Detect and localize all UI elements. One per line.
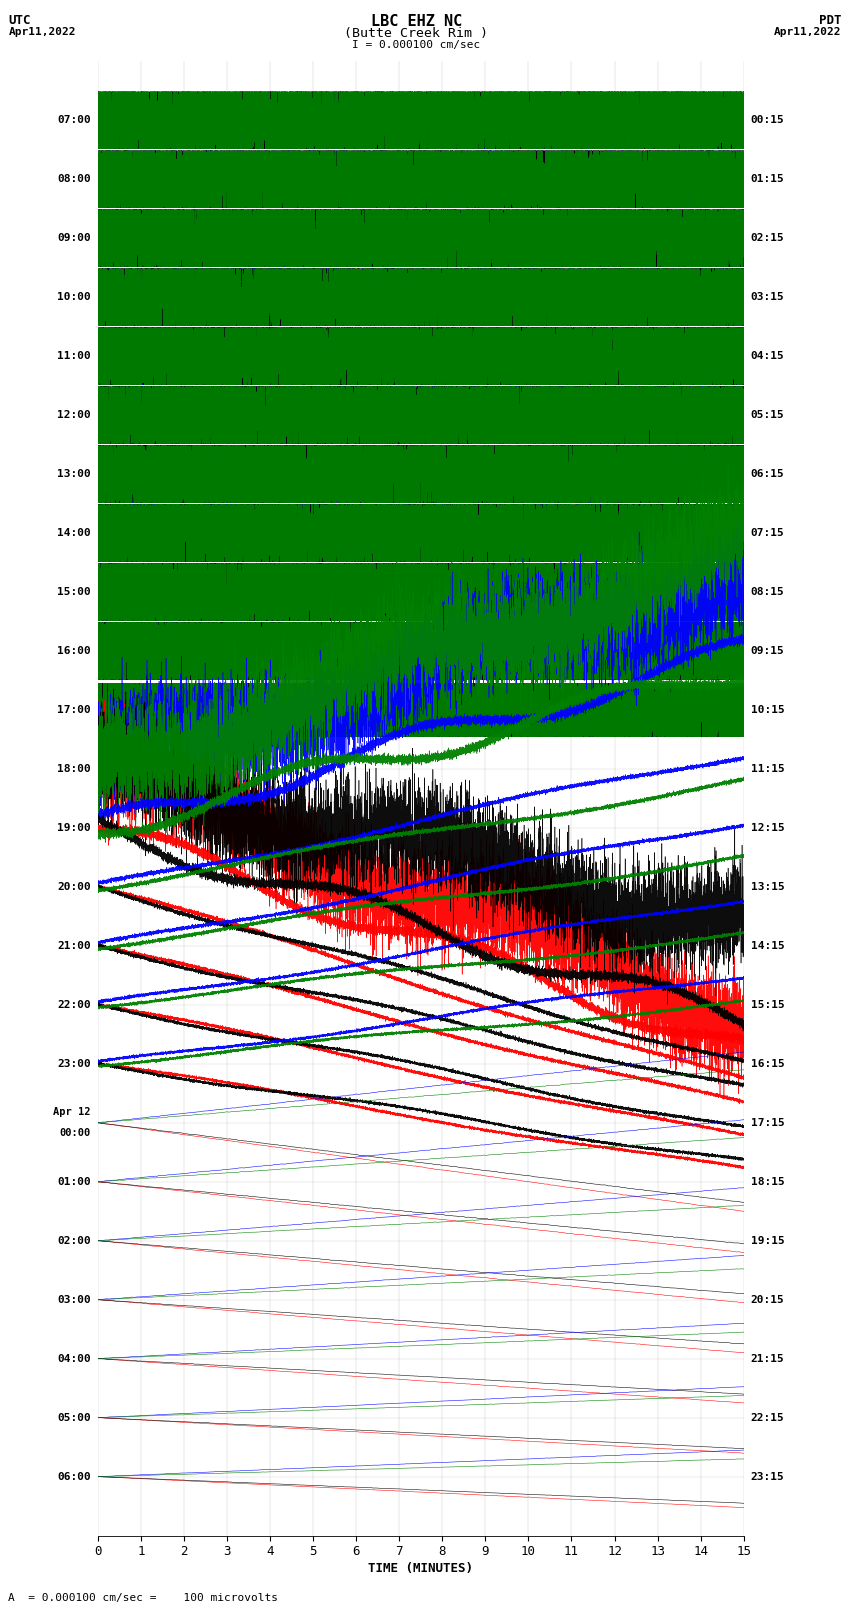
- Text: 20:00: 20:00: [57, 882, 91, 892]
- Text: LBC EHZ NC: LBC EHZ NC: [371, 13, 462, 29]
- Text: 15:00: 15:00: [57, 587, 91, 597]
- Text: 05:00: 05:00: [57, 1413, 91, 1423]
- Text: 09:15: 09:15: [751, 647, 785, 656]
- Text: 12:00: 12:00: [57, 410, 91, 419]
- Text: 17:15: 17:15: [751, 1118, 785, 1127]
- Text: 18:00: 18:00: [57, 765, 91, 774]
- Text: 15:15: 15:15: [751, 1000, 785, 1010]
- Text: 16:15: 16:15: [751, 1058, 785, 1069]
- Text: 06:00: 06:00: [57, 1471, 91, 1482]
- Text: 04:00: 04:00: [57, 1353, 91, 1363]
- Text: 14:15: 14:15: [751, 940, 785, 950]
- Text: 11:15: 11:15: [751, 765, 785, 774]
- Text: I = 0.000100 cm/sec: I = 0.000100 cm/sec: [353, 40, 480, 50]
- Text: 22:00: 22:00: [57, 1000, 91, 1010]
- Text: 06:15: 06:15: [751, 469, 785, 479]
- Text: 16:00: 16:00: [57, 647, 91, 656]
- Text: 07:15: 07:15: [751, 527, 785, 539]
- Text: 21:15: 21:15: [751, 1353, 785, 1363]
- Text: 13:15: 13:15: [751, 882, 785, 892]
- Text: 07:00: 07:00: [57, 115, 91, 126]
- Text: 12:15: 12:15: [751, 823, 785, 832]
- Text: 11:00: 11:00: [57, 352, 91, 361]
- Text: UTC: UTC: [8, 13, 31, 27]
- Text: 00:00: 00:00: [60, 1129, 91, 1139]
- Text: 18:15: 18:15: [751, 1177, 785, 1187]
- Text: Apr 12: Apr 12: [54, 1107, 91, 1118]
- Text: 01:00: 01:00: [57, 1177, 91, 1187]
- Text: 00:15: 00:15: [751, 115, 785, 126]
- Text: 14:00: 14:00: [57, 527, 91, 539]
- Text: 19:00: 19:00: [57, 823, 91, 832]
- Text: 05:15: 05:15: [751, 410, 785, 419]
- Text: 13:00: 13:00: [57, 469, 91, 479]
- Text: 19:15: 19:15: [751, 1236, 785, 1245]
- Text: 04:15: 04:15: [751, 352, 785, 361]
- X-axis label: TIME (MINUTES): TIME (MINUTES): [368, 1563, 473, 1576]
- Text: 23:00: 23:00: [57, 1058, 91, 1069]
- Text: 03:00: 03:00: [57, 1295, 91, 1305]
- Text: 10:00: 10:00: [57, 292, 91, 302]
- Text: Apr11,2022: Apr11,2022: [774, 27, 842, 37]
- Text: 02:00: 02:00: [57, 1236, 91, 1245]
- Text: 03:15: 03:15: [751, 292, 785, 302]
- Text: 08:15: 08:15: [751, 587, 785, 597]
- Text: (Butte Creek Rim ): (Butte Creek Rim ): [344, 27, 489, 40]
- Text: 17:00: 17:00: [57, 705, 91, 715]
- Text: 08:00: 08:00: [57, 174, 91, 184]
- Text: PDT: PDT: [819, 13, 842, 27]
- Text: 23:15: 23:15: [751, 1471, 785, 1482]
- Text: 20:15: 20:15: [751, 1295, 785, 1305]
- Text: 21:00: 21:00: [57, 940, 91, 950]
- Text: 02:15: 02:15: [751, 234, 785, 244]
- Text: 22:15: 22:15: [751, 1413, 785, 1423]
- Text: 10:15: 10:15: [751, 705, 785, 715]
- Text: 01:15: 01:15: [751, 174, 785, 184]
- Text: 09:00: 09:00: [57, 234, 91, 244]
- Text: A  = 0.000100 cm/sec =    100 microvolts: A = 0.000100 cm/sec = 100 microvolts: [8, 1594, 279, 1603]
- Text: Apr11,2022: Apr11,2022: [8, 27, 76, 37]
